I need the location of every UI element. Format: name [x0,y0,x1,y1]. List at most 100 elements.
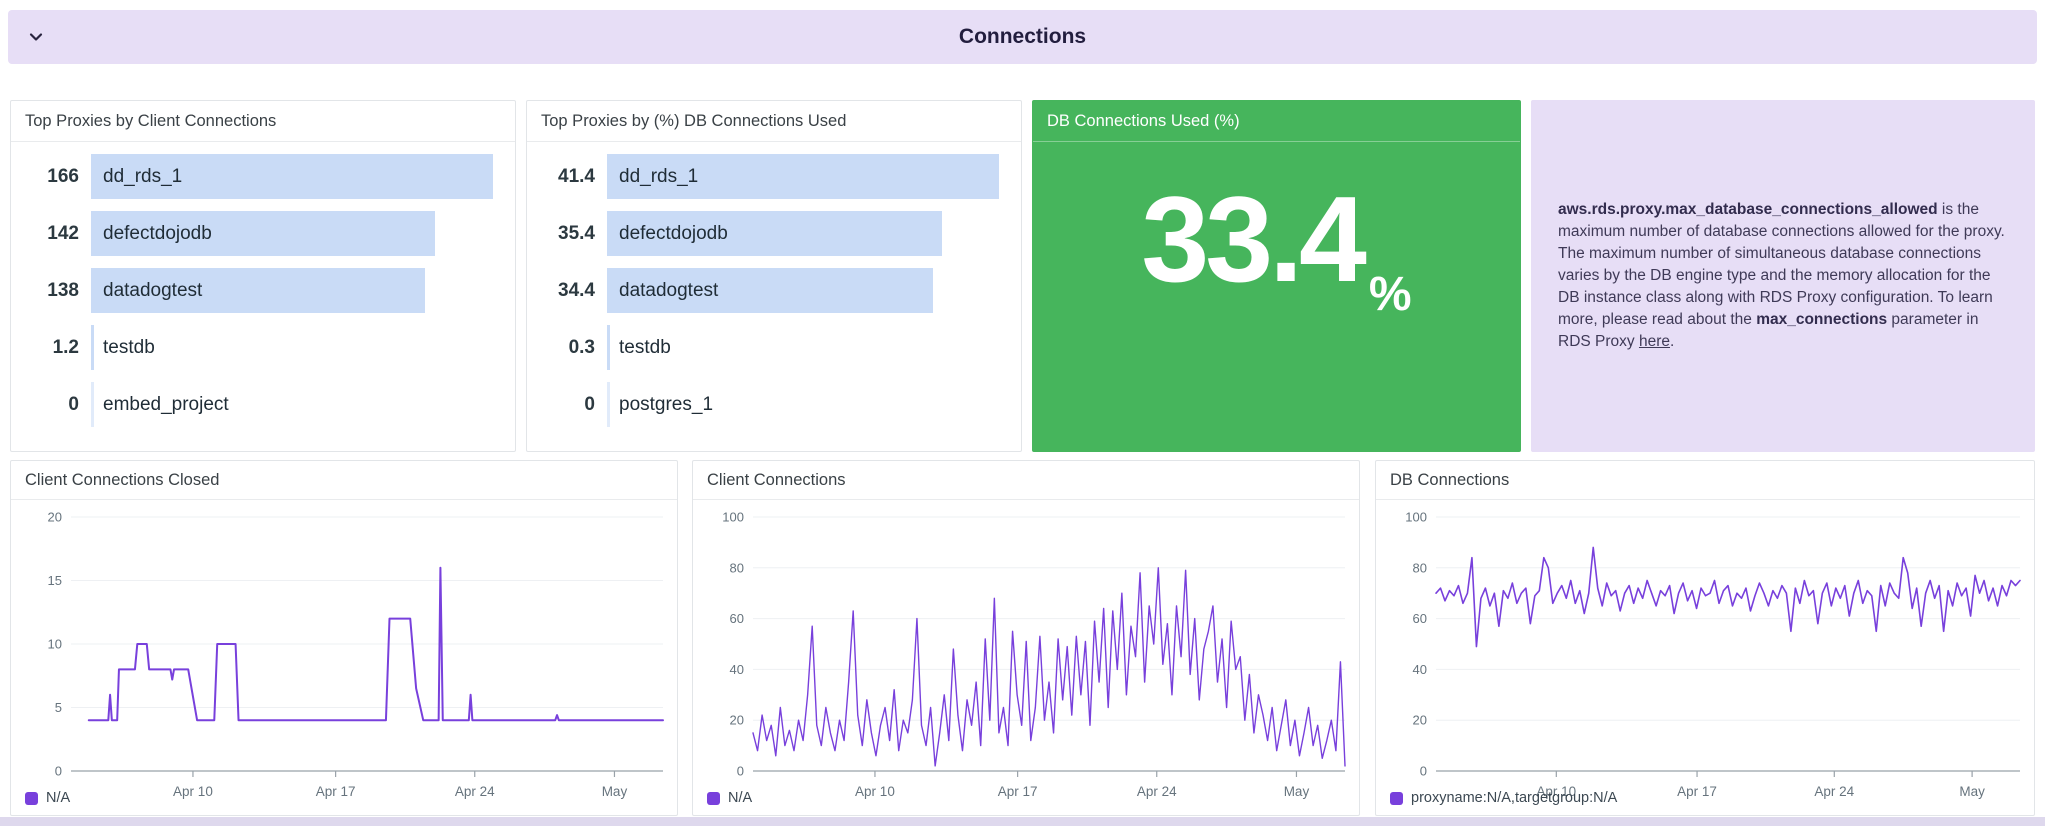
toplist-bar-track: defectdojodb [607,211,999,256]
svg-text:Apr 17: Apr 17 [316,784,356,799]
query-value-number: 33.4 [1141,171,1366,307]
svg-text:May: May [1284,784,1310,799]
svg-text:80: 80 [730,560,744,575]
chart-canvas: 0 20 40 60 80 100 Apr 10 Apr 17 Apr 24 May [1405,510,2021,799]
widget-title: Top Proxies by (%) DB Connections Used [527,101,1021,142]
legend-swatch-icon [1390,791,1403,805]
toplist-value: 1.2 [52,336,79,358]
note-text: aws.rds.proxy.max_database_connections_a… [1558,201,2005,350]
toplist-bar-track: embed_project [91,382,493,427]
toplist-value: 41.4 [558,165,595,187]
svg-text:60: 60 [1413,611,1427,626]
svg-text:20: 20 [730,713,744,728]
chart-canvas: 0 20 40 60 80 100 Apr 10 Apr 17 Apr 24 May [722,510,1346,799]
widget-title: Top Proxies by Client Connections [11,101,515,142]
svg-text:0: 0 [1420,764,1427,779]
toplist-bar [91,382,94,427]
toplist-bar-track: dd_rds_1 [91,154,493,199]
toplist-value: 0 [68,393,79,415]
group-title: Connections [958,25,1087,48]
group-bottom-edge [0,817,2045,826]
svg-text:80: 80 [1413,560,1427,575]
svg-text:0: 0 [737,764,744,779]
toplist-row[interactable]: 0 embed_project [21,382,493,427]
svg-text:Apr 17: Apr 17 [1677,784,1717,799]
toplist-label: dd_rds_1 [103,166,183,187]
widget-timeseries-client-connections-closed[interactable]: Client Connections Closed 0 5 10 15 20 Apr 10… [10,460,678,816]
widget-toplist-client-connections[interactable]: Top Proxies by Client Connections 166 dd… [10,100,516,452]
toplist-value: 34.4 [558,279,595,301]
svg-text:Apr 24: Apr 24 [455,784,495,799]
svg-text:100: 100 [722,510,744,525]
svg-text:15: 15 [48,573,62,588]
toplist-bar-track: defectdojodb [91,211,493,256]
legend-label: proxyname:N/A,targetgroup:N/A [1411,790,1618,806]
toplist-row[interactable]: 0.3 testdb [537,325,999,370]
svg-text:Apr 10: Apr 10 [855,784,895,799]
toplist-bar-track: testdb [607,325,999,370]
toplist-bar-track: dd_rds_1 [607,154,999,199]
svg-text:20: 20 [48,510,62,525]
toplist-bar [607,154,999,199]
toplist-label: datadogtest [619,280,719,301]
here-link[interactable]: here [1638,333,1670,350]
toplist-bar-track: testdb [91,325,493,370]
toplist-label: testdb [103,337,155,358]
toplist-label: datadogtest [103,280,203,301]
svg-text:60: 60 [730,611,744,626]
toplist-row[interactable]: 1.2 testdb [21,325,493,370]
svg-text:Apr 10: Apr 10 [1536,784,1576,799]
legend-label: N/A [46,790,71,806]
widget-timeseries-db-connections[interactable]: DB Connections 0 20 40 60 80 100 Apr 10 Apr 17 A… [1375,460,2035,816]
toplist-bar [91,325,94,370]
svg-text:100: 100 [1405,510,1427,525]
toplist-row[interactable]: 35.4 defectdojodb [537,211,999,256]
legend-swatch-icon [707,791,720,805]
toplist-label: testdb [619,337,671,358]
legend-item[interactable]: N/A [25,790,70,806]
toplist-bar [91,268,426,313]
widget-title: DB Connections [1376,461,2034,500]
legend-item[interactable]: proxyname:N/A,targetgroup:N/A [1390,790,1617,806]
widget-title: Client Connections [693,461,1359,500]
svg-text:10: 10 [48,637,62,652]
query-value: 33.4 % [1033,141,1520,451]
toplist-row[interactable]: 166 dd_rds_1 [21,154,493,199]
toplist-row[interactable]: 34.4 datadogtest [537,268,999,313]
toplist-bar [91,211,435,256]
toplist-row[interactable]: 138 datadogtest [21,268,493,313]
toplist-label: defectdojodb [619,223,728,244]
svg-text:5: 5 [55,700,62,715]
toplist-value: 166 [47,165,79,187]
toplist-bar-track: datadogtest [607,268,999,313]
svg-text:Apr 24: Apr 24 [1137,784,1177,799]
toplist-label: postgres_1 [619,394,714,415]
toplist-row[interactable]: 142 defectdojodb [21,211,493,256]
chevron-down-icon[interactable] [24,25,48,49]
toplist-bar [91,154,493,199]
toplist-value: 0.3 [568,336,595,358]
toplist-bar [607,382,610,427]
widget-timeseries-client-connections[interactable]: Client Connections 0 20 40 60 80 100 Apr 10 Apr… [692,460,1360,816]
svg-text:Apr 10: Apr 10 [173,784,213,799]
widget-note[interactable]: aws.rds.proxy.max_database_connections_a… [1531,100,2035,452]
widget-query-value-db-connections-used[interactable]: DB Connections Used (%) 33.4 % [1032,100,1521,452]
toplist-bar [607,325,610,370]
widget-toplist-db-connections-used[interactable]: Top Proxies by (%) DB Connections Used 4… [526,100,1022,452]
toplist-bar [607,211,943,256]
toplist-value: 0 [584,393,595,415]
svg-text:May: May [602,784,628,799]
toplist-row[interactable]: 0 postgres_1 [537,382,999,427]
svg-text:Apr 17: Apr 17 [998,784,1038,799]
legend-item[interactable]: N/A [707,790,752,806]
toplist-bar-track: postgres_1 [607,382,999,427]
toplist-rows: 41.4 dd_rds_1 35.4 defectdojodb 34.4 dat… [527,142,1021,427]
toplist-value: 35.4 [558,222,595,244]
toplist-bar [607,268,933,313]
group-header[interactable]: Connections [8,10,2037,64]
svg-text:40: 40 [1413,662,1427,677]
toplist-row[interactable]: 41.4 dd_rds_1 [537,154,999,199]
toplist-label: defectdojodb [103,223,212,244]
svg-text:20: 20 [1413,713,1427,728]
